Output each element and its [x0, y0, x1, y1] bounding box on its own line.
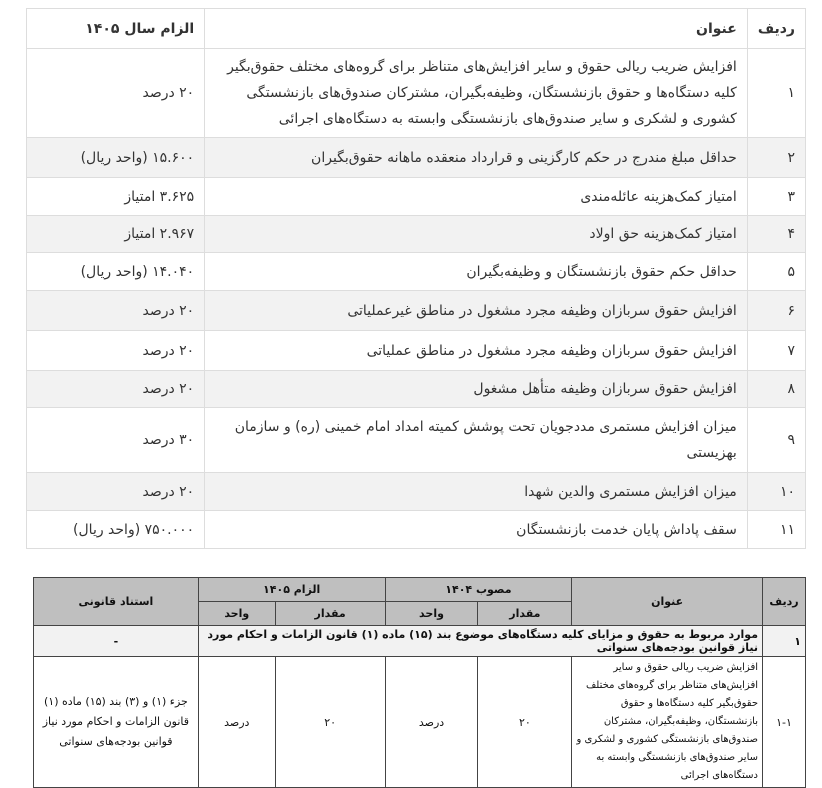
row-radif: ۱۰ — [746, 472, 807, 511]
row-radif: ۳ — [746, 177, 807, 216]
row-title: افزایش حقوق سربازان وظیفه مجرد مشغول در … — [204, 290, 748, 331]
row-value: ۳.۶۲۵ امتیاز — [25, 177, 206, 216]
section-radif: ۱ — [762, 625, 806, 657]
row-value: ۱۵.۶۰۰ (واحد ریال) — [25, 137, 206, 178]
header-radif: ردیف — [746, 8, 807, 49]
row-elzam-vahed: درصد — [197, 656, 276, 788]
section-row: ۱ موارد مربوط به حقوق و مزایای کلیه دستگ… — [33, 625, 806, 657]
row-title: افزایش ضریب ریالی حقوق و سایر افزایش‌های… — [571, 656, 764, 788]
row-radif: ۹ — [746, 407, 807, 473]
table-row: ۴ امتیاز کمک‌هزینه حق اولاد ۲.۹۶۷ امتیاز — [25, 215, 807, 253]
header-meghdar: مقدار — [274, 601, 386, 626]
salary-table: ردیف عنوان الزام سال ۱۴۰۵ ۱ افزایش ضریب ر… — [25, 8, 807, 549]
header-value: الزام سال ۱۴۰۵ — [25, 8, 206, 49]
header-title: عنوان — [204, 8, 748, 49]
row-value: ۷۵۰.۰۰۰ (واحد ریال) — [25, 510, 206, 549]
table-row: ۹ میزان افزایش مستمری مددجویان تحت پوشش ک… — [25, 407, 807, 473]
header-mosavab: مصوب ۱۴۰۴ — [384, 577, 573, 602]
row-title: افزایش حقوق سربازان وظیفه متأهل مشغول — [204, 370, 748, 408]
table-row: ۲ حداقل مبلغ مندرج در حکم کارگزینی و قرار… — [25, 137, 807, 178]
row-value: ۲۰ درصد — [25, 48, 206, 138]
row-radif: ۱۱ — [746, 510, 807, 549]
table-header: ردیف عنوان الزام سال ۱۴۰۵ — [25, 8, 807, 49]
budget-table: ردیف عنوان مصوب ۱۴۰۴ الزام ۱۴۰۵ استناد ق… — [33, 577, 806, 788]
row-value: ۳۰ درصد — [25, 407, 206, 473]
row-title: افزایش ضریب ریالی حقوق و سایر افزایش‌های… — [204, 48, 748, 138]
row-value: ۲۰ درصد — [25, 472, 206, 511]
table-row: ۵ حداقل حکم حقوق بازنشستگان و وظیفه‌بگیرا… — [25, 252, 807, 291]
section-estenad: - — [33, 625, 199, 657]
section-title: موارد مربوط به حقوق و مزایای کلیه دستگاه… — [197, 625, 764, 657]
header-title: عنوان — [571, 577, 764, 626]
row-value: ۲۰ درصد — [25, 290, 206, 331]
table-row: ۱۱ سقف پاداش پایان خدمت بازنشستگان ۷۵۰.۰۰۰… — [25, 510, 807, 549]
row-title: افزایش حقوق سربازان وظیفه مجرد مشغول در … — [204, 330, 748, 371]
row-radif: ۸ — [746, 370, 807, 408]
row-title: امتیاز کمک‌هزینه عائله‌مندی — [204, 177, 748, 216]
row-title: حداقل مبلغ مندرج در حکم کارگزینی و قرارد… — [204, 137, 748, 178]
row-value: ۲۰ درصد — [25, 370, 206, 408]
row-mosavab-vahed: درصد — [384, 656, 479, 788]
row-radif: ۱-۱ — [762, 656, 806, 788]
row-title: امتیاز کمک‌هزینه حق اولاد — [204, 215, 748, 253]
table-row: ۷ افزایش حقوق سربازان وظیفه مجرد مشغول در… — [25, 330, 807, 371]
row-value: ۱۴.۰۴۰ (واحد ریال) — [25, 252, 206, 291]
table-row: ۶ افزایش حقوق سربازان وظیفه مجرد مشغول در… — [25, 290, 807, 331]
table-row: ۱۰ میزان افزایش مستمری والدین شهدا ۲۰ درصد — [25, 472, 807, 511]
row-title: حداقل حکم حقوق بازنشستگان و وظیفه‌بگیران — [204, 252, 748, 291]
header-vahed: واحد — [384, 601, 479, 626]
header-estenad: استناد قانونی — [33, 577, 199, 626]
row-estenad: جزء (۱) و (۳) بند (۱۵) ماده (۱) قانون ال… — [33, 656, 199, 788]
table-row: ۳ امتیاز کمک‌هزینه عائله‌مندی ۳.۶۲۵ امتیاز — [25, 177, 807, 216]
row-title: سقف پاداش پایان خدمت بازنشستگان — [204, 510, 748, 549]
row-value: ۲۰ درصد — [25, 330, 206, 371]
header-radif: ردیف — [762, 577, 806, 626]
row-mosavab-meghdar: ۲۰ — [477, 656, 573, 788]
row-radif: ۶ — [746, 290, 807, 331]
table-row: ۸ افزایش حقوق سربازان وظیفه متأهل مشغول ۲۰… — [25, 370, 807, 408]
row-radif: ۱ — [746, 48, 807, 138]
header-elzam: الزام ۱۴۰۵ — [197, 577, 386, 602]
row-elzam-meghdar: ۲۰ — [274, 656, 386, 788]
row-radif: ۲ — [746, 137, 807, 178]
row-radif: ۷ — [746, 330, 807, 371]
row-title: میزان افزایش مستمری مددجویان تحت پوشش کم… — [204, 407, 748, 473]
header-meghdar: مقدار — [477, 601, 573, 626]
table-row: ۱-۱ افزایش ضریب ریالی حقوق و سایر افزایش… — [33, 656, 806, 788]
row-radif: ۴ — [746, 215, 807, 253]
row-title: میزان افزایش مستمری والدین شهدا — [204, 472, 748, 511]
row-value: ۲.۹۶۷ امتیاز — [25, 215, 206, 253]
table-row: ۱ افزایش ضریب ریالی حقوق و سایر افزایش‌ها… — [25, 48, 807, 138]
row-radif: ۵ — [746, 252, 807, 291]
header-vahed: واحد — [197, 601, 276, 626]
